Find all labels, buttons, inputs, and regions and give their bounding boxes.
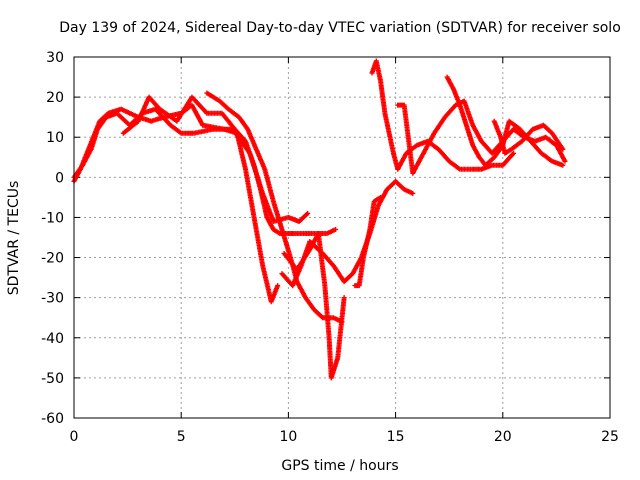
axis-ticks: 0 5 10 15 20 25 -60 -50 -40 -30 -20 -10 0 10 20 30 [41,50,619,445]
data-point [511,150,517,156]
data-point [560,162,566,168]
series-track-10 [491,118,566,156]
y-tick-label: -10 [41,210,64,226]
x-tick-label: 0 [70,429,79,445]
plot-frame [73,56,611,419]
series-track-9 [444,74,566,168]
data-point [333,226,339,232]
y-tick-label: -30 [41,291,64,307]
y-tick-label: 30 [46,50,64,66]
y-tick-label: 0 [55,170,64,186]
chart-title: Day 139 of 2024, Sidereal Day-to-day VTE… [59,20,621,36]
x-tick-label: 10 [279,429,297,445]
data-point [410,190,416,196]
series-track-5 [281,231,347,381]
y-tick-label: -50 [41,371,64,387]
y-tick-label: -40 [41,331,64,347]
x-tick-label: 25 [601,429,619,445]
data-point [275,283,281,289]
y-tick-label: -60 [41,411,64,427]
data-point [378,194,384,200]
data-points [71,58,568,381]
data-point [562,158,568,164]
series-track-7 [369,58,517,172]
series-track-3 [120,94,339,236]
data-point [341,295,347,301]
x-tick-label: 15 [387,429,405,445]
series-track-11 [352,194,384,289]
y-tick-label: -20 [41,251,64,267]
x-tick-label: 5 [177,429,186,445]
x-axis-title: GPS time / hours [281,458,398,474]
y-tick-label: 10 [46,130,64,146]
data-point [305,210,311,216]
x-tick-label: 20 [494,429,512,445]
data-point [560,146,566,152]
y-tick-label: 20 [46,90,64,106]
y-axis-title: SDTVAR / TECUs [6,181,22,296]
grid [74,57,610,418]
